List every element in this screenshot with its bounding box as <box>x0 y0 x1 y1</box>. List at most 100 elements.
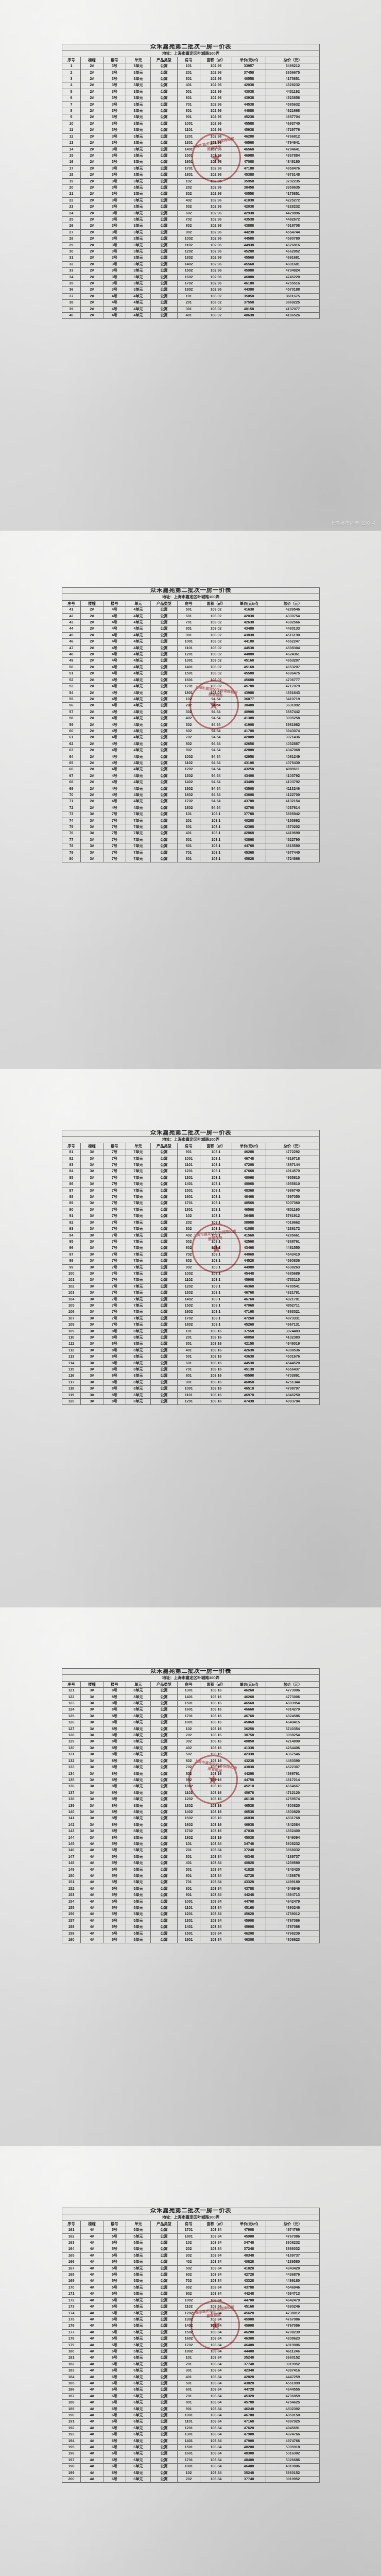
cell-unit: 4单元 <box>126 293 151 300</box>
cell-seq: 124 <box>62 1706 81 1714</box>
cell-unit-price: 45938 <box>232 127 266 134</box>
cell-product-type: 公寓 <box>150 76 178 83</box>
cell-unit-price: 40558 <box>232 76 266 83</box>
cell-room-no: 301 <box>177 76 200 83</box>
cell-unit: 8单元 <box>126 1687 151 1694</box>
cell-unit: 3单元 <box>126 280 151 287</box>
cell-product-type: 公寓 <box>150 63 178 70</box>
cell-unit: 7单元 <box>126 1213 151 1220</box>
cell-total-price: 3868032 <box>265 1847 320 1854</box>
cell-building: 3# <box>80 1270 103 1278</box>
cell-bldg-no: 4号 <box>103 740 126 748</box>
cell-seq: 170 <box>62 2284 81 2292</box>
cell-unit: 8单元 <box>126 1725 151 1733</box>
cell-unit-price: 43988 <box>232 689 266 697</box>
cell-building: 2# <box>80 88 103 96</box>
cell-unit: 8单元 <box>126 1732 151 1739</box>
cell-product-type: 公寓 <box>150 1789 178 1797</box>
cell-product-type: 公寓 <box>150 2399 178 2406</box>
cell-seq: 118 <box>62 1385 81 1393</box>
cell-seq: 91 <box>62 1213 81 1220</box>
cell-area: 94.54 <box>200 721 232 728</box>
cell-total-price: 4499180 <box>265 2278 320 2285</box>
cell-area: 103.1 <box>200 836 232 844</box>
cell-total-price: 4523856 <box>265 95 320 102</box>
table-row: 67 2# 4号 4单元 公寓 1302 94.54 43408 4103792 <box>62 772 320 780</box>
cell-unit: 5单元 <box>126 2240 151 2247</box>
cell-unit: 3单元 <box>126 133 151 141</box>
table-row: 92 3# 7号 7单元 公寓 202 103.1 38988 4019662 <box>62 1219 320 1227</box>
cell-unit: 7单元 <box>126 856 151 863</box>
table-row: 100 3# 7号 7单元 公寓 1002 103.1 45448 4685689 <box>62 1270 320 1278</box>
cell-building: 2# <box>80 727 103 735</box>
cell-room-no: 901 <box>177 1379 200 1386</box>
table-row: 187 4# 6号 6单元 公寓 701 103.84 45328 4706859 <box>62 2393 320 2400</box>
cell-unit-price: 48468 <box>232 1194 266 1201</box>
cell-seq: 43 <box>62 619 81 626</box>
cell-unit-price: 46518 <box>232 1385 266 1393</box>
cell-area: 102.96 <box>200 178 232 185</box>
cell-building: 4# <box>80 1860 103 1867</box>
cell-bldg-no: 8号 <box>103 1334 126 1342</box>
cell-product-type: 公寓 <box>150 1911 178 1918</box>
cell-bldg-no: 4号 <box>103 708 126 716</box>
cell-product-type: 公寓 <box>150 2252 178 2260</box>
cell-unit: 3单元 <box>126 95 151 102</box>
cell-area: 103.16 <box>200 1821 232 1829</box>
price-table: 众禾嘉苑第二批次一房一价表 地址：上海市嘉定区叶城路100弄 序号 楼幢 楼号 单元 产品类… <box>61 2207 320 2483</box>
cell-unit: 8单元 <box>126 1834 151 1841</box>
cell-unit: 3单元 <box>126 248 151 256</box>
table-row: 164 4# 5号 5单元 公寓 202 103.84 37248 3868032 <box>62 2246 320 2253</box>
cell-total-price: 4113246 <box>265 785 320 793</box>
cell-unit-price: 46568 <box>232 146 266 153</box>
cell-product-type: 公寓 <box>150 632 178 639</box>
cell-unit: 6单元 <box>126 2463 151 2470</box>
cell-room-no: 1002 <box>177 235 200 243</box>
cell-seq: 85 <box>62 1174 81 1182</box>
cell-room-no: 1501 <box>177 152 200 160</box>
cell-product-type: 公寓 <box>150 184 178 192</box>
cell-unit-price: 46268 <box>232 1693 266 1701</box>
cell-room-no: 1501 <box>177 2444 200 2451</box>
cell-seq: 102 <box>62 1283 81 1291</box>
cell-bldg-no: 8号 <box>103 1802 126 1809</box>
cell-building: 4# <box>80 2367 103 2375</box>
cell-unit: 7单元 <box>126 1290 151 1297</box>
cell-unit-price: 43938 <box>232 95 266 102</box>
cell-total-price: 4767086 <box>265 1924 320 1931</box>
cell-bldg-no: 4号 <box>103 702 126 709</box>
cell-area: 103.84 <box>200 2412 232 2419</box>
table-row: 158 4# 5号 5单元 公寓 1401 103.84 45908 4767086 <box>62 1924 320 1931</box>
cell-product-type: 公寓 <box>150 1372 178 1380</box>
cell-bldg-no: 6号 <box>103 2444 126 2451</box>
cell-total-price: 3959635 <box>265 184 320 192</box>
cell-bldg-no: 7号 <box>103 1302 126 1310</box>
cell-unit: 3单元 <box>126 274 151 281</box>
cell-unit: 4单元 <box>126 772 151 780</box>
cell-building: 4# <box>80 2278 103 2285</box>
cell-product-type: 公寓 <box>150 1860 178 1867</box>
column-header-total-price: 总价（元） <box>265 56 320 64</box>
cell-unit: 7单元 <box>126 1226 151 1233</box>
cell-total-price: 4773006 <box>265 1693 320 1701</box>
cell-room-no: 1201 <box>177 1168 200 1175</box>
cell-unit-price: 46288 <box>232 1149 266 1156</box>
cell-bldg-no: 7号 <box>103 1206 126 1214</box>
cell-area: 103.1 <box>200 1162 232 1169</box>
cell-product-type: 公寓 <box>150 88 178 96</box>
cell-unit-price: 45568 <box>232 255 266 262</box>
cell-product-type: 公寓 <box>150 1379 178 1386</box>
cell-room-no: 302 <box>177 1738 200 1745</box>
cell-product-type: 公寓 <box>150 1328 178 1335</box>
price-sheet: 众禾嘉苑第二批次一房一价表 地址：上海市嘉定区叶城路100弄 序号 楼幢 楼号 单元 产品类… <box>61 0 320 319</box>
cell-bldg-no: 3号 <box>103 165 126 173</box>
cell-product-type: 公寓 <box>150 811 178 818</box>
table-row: 76 3# 7号 7单元 公寓 401 103.1 42868 4419690 <box>62 830 320 837</box>
cell-seq: 181 <box>62 2354 81 2362</box>
cell-building: 4# <box>80 2425 103 2432</box>
cell-total-price: 4370202 <box>265 824 320 831</box>
cell-unit-price: 43328 <box>232 1879 266 1886</box>
cell-product-type: 公寓 <box>150 146 178 153</box>
column-header-area: 面积（㎡） <box>200 1142 232 1150</box>
